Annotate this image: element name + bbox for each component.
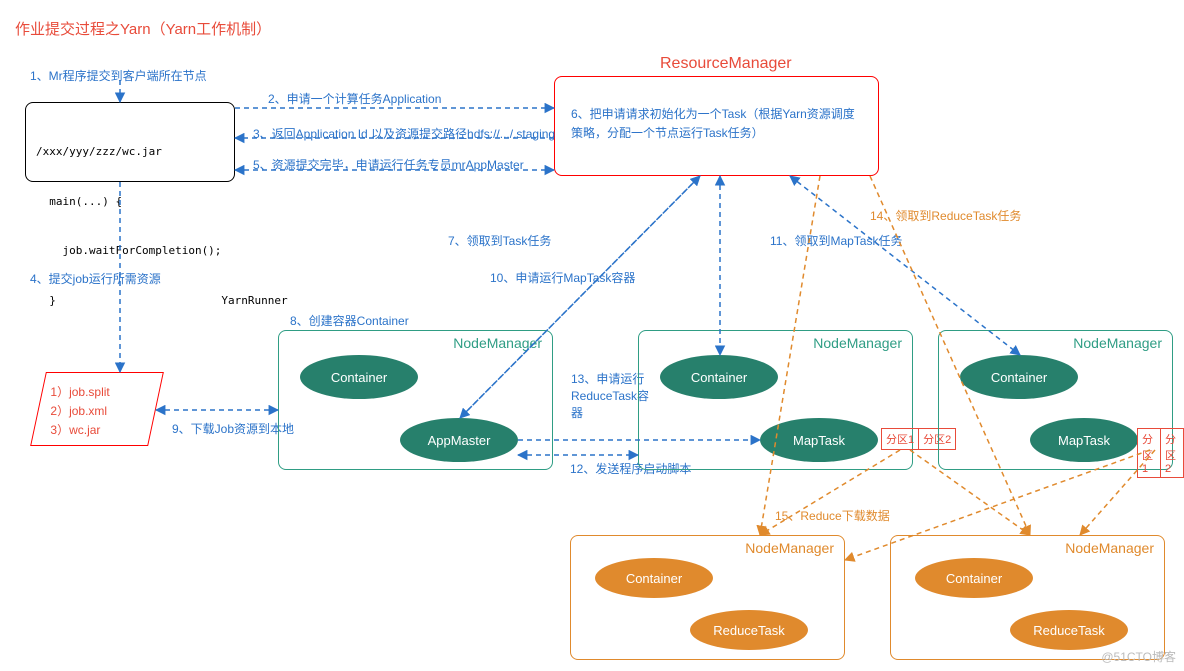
step-10-label: 10、申请运行MapTask容器	[490, 269, 635, 286]
step-4-label: 4、提交job运行所需资源	[30, 270, 161, 287]
rm-title: ResourceManager	[660, 55, 792, 73]
nm3-container: Container	[960, 355, 1078, 399]
nm3-p1: 分区1	[1137, 428, 1161, 478]
step-3-label: 3、返回Application Id 以及资源提交路径hdfs://.../.s…	[253, 125, 555, 142]
nm3-p2: 分区2	[1160, 428, 1184, 478]
nm1-container: Container	[300, 355, 418, 399]
nm1-appmaster: AppMaster	[400, 418, 518, 462]
diagram-title: 作业提交过程之Yarn（Yarn工作机制）	[15, 18, 271, 39]
step-1-label: 1、Mr程序提交到客户端所在节点	[30, 67, 207, 84]
job-file-2: 2）job.xml	[50, 402, 142, 421]
nm2-container: Container	[660, 355, 778, 399]
job-files-box: 1）job.split 2）job.xml 3）wc.jar	[30, 372, 164, 446]
nm5-title: NodeManager	[1065, 540, 1154, 556]
client-line3: job.waitForCompletion();	[36, 243, 224, 260]
step-5-label: 5、资源提交完毕，申请运行任务专员mrAppMaster	[253, 156, 524, 173]
nm5-reducetask: ReduceTask	[1010, 610, 1128, 650]
step-11-label: 11、领取到MapTask任务	[770, 232, 902, 249]
nm4-container: Container	[595, 558, 713, 598]
rm-box: 6、把申请请求初始化为一个Task（根据Yarn资源调度策略，分配一个节点运行T…	[554, 76, 879, 176]
nm4-title: NodeManager	[745, 540, 834, 556]
nm1-title: NodeManager	[453, 335, 542, 351]
client-line2: main(...) {	[36, 194, 224, 211]
nm5-container: Container	[915, 558, 1033, 598]
nm2-title: NodeManager	[813, 335, 902, 351]
client-line1: /xxx/yyy/zzz/wc.jar	[36, 144, 224, 161]
client-code: /xxx/yyy/zzz/wc.jar main(...) { job.wait…	[26, 103, 234, 350]
step-7-label: 7、领取到Task任务	[448, 232, 551, 249]
nm4-reducetask: ReduceTask	[690, 610, 808, 650]
nm3-partitions: 分区1 分区2	[1138, 428, 1184, 478]
nm2-maptask: MapTask	[760, 418, 878, 462]
job-file-3: 3）wc.jar	[50, 421, 142, 440]
step-8-label: 8、创建容器Container	[290, 312, 409, 329]
step-9-label: 9、下载Job资源到本地	[172, 420, 294, 437]
nm3-maptask: MapTask	[1030, 418, 1138, 462]
job-file-1: 1）job.split	[50, 383, 142, 402]
step-15-label: 15、Reduce下载数据	[775, 507, 890, 524]
rm-text: 6、把申请请求初始化为一个Task（根据Yarn资源调度策略，分配一个节点运行T…	[555, 77, 878, 171]
nm2-p1: 分区1	[881, 428, 919, 450]
nm3-title: NodeManager	[1073, 335, 1162, 351]
watermark: @51CTO博客	[1101, 648, 1176, 665]
client-line4: } YarnRunner	[36, 293, 224, 310]
step-2-label: 2、申请一个计算任务Application	[268, 90, 441, 107]
client-box: /xxx/yyy/zzz/wc.jar main(...) { job.wait…	[25, 102, 235, 182]
step-14-label: 14、领取到ReduceTask任务	[870, 207, 1021, 224]
